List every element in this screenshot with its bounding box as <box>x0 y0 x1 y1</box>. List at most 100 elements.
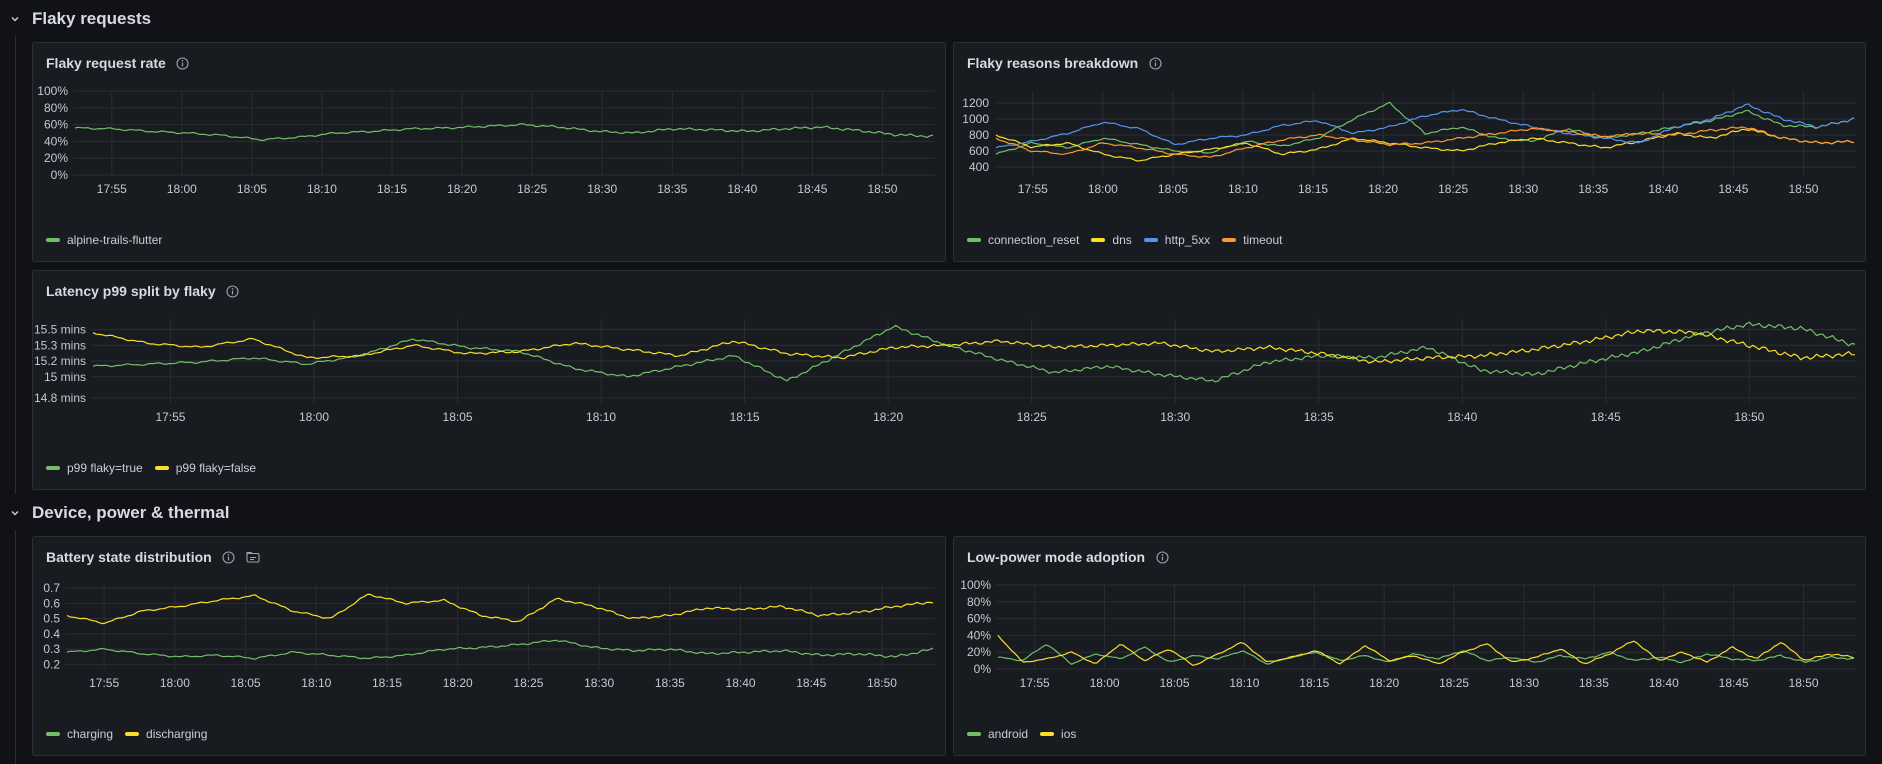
x-tick-label: 18:40 <box>1649 676 1679 690</box>
panel-flaky-reasons-breakdown[interactable]: Flaky reasons breakdown 400 600 800 1000 120… <box>953 42 1866 262</box>
panel-title: Battery state distribution <box>46 549 212 565</box>
chevron-down-icon <box>8 12 22 26</box>
x-tick-label: 18:50 <box>867 676 897 690</box>
legend-label: p99 flaky=true <box>67 461 143 475</box>
y-tick-label: 600 <box>969 144 989 158</box>
panel-header: Latency p99 split by flaky <box>46 279 240 303</box>
y-tick-label: 0% <box>974 662 992 676</box>
x-tick-label: 17:55 <box>89 676 119 690</box>
panel-low-power-mode-adoption[interactable]: Low-power mode adoption 0% 20% 40% 60% 80% 10… <box>953 536 1866 756</box>
legend-item-charging[interactable]: charging <box>46 727 113 741</box>
legend-item-discharging[interactable]: discharging <box>125 727 207 741</box>
x-tick-label: 18:00 <box>299 410 329 424</box>
x-tick-label: 18:05 <box>237 182 267 196</box>
x-tick-label: 18:50 <box>1789 676 1819 690</box>
row-header-device-power-thermal[interactable]: Device, power & thermal <box>8 501 229 525</box>
legend-swatch <box>1222 238 1237 242</box>
y-tick-label: 14.8 mins <box>34 391 86 405</box>
battery-chart[interactable]: 0.20.30.40.5 0.60.7 17:55 18:00 18:05 18:10 18… <box>33 537 947 727</box>
y-tick-label: 1000 <box>962 112 989 126</box>
legend-item-ios[interactable]: ios <box>1040 727 1076 741</box>
x-tick-label: 18:10 <box>1229 676 1259 690</box>
y-tick-label: 15.5 mins <box>34 323 86 337</box>
legend: charging discharging <box>46 725 207 743</box>
legend-label: android <box>988 727 1029 741</box>
x-tick-label: 18:20 <box>443 676 473 690</box>
x-tick-label: 18:10 <box>1228 182 1258 196</box>
y-tick-label: 60% <box>967 612 991 626</box>
flaky-reasons-chart[interactable]: 400 600 800 1000 1200 17:55 18:00 18:05 18:10 18:… <box>954 43 1867 233</box>
y-tick-label: 20% <box>967 645 991 659</box>
series-line-android <box>998 644 1855 665</box>
x-tick-label: 18:25 <box>517 182 547 196</box>
legend-item-p99-flaky-true[interactable]: p99 flaky=true <box>46 461 143 475</box>
info-icon[interactable] <box>222 550 236 564</box>
y-tick-label: 40% <box>967 628 991 642</box>
row-header-flaky-requests[interactable]: Flaky requests <box>8 7 151 31</box>
x-tick-label: 18:45 <box>1591 410 1621 424</box>
panel-title: Low-power mode adoption <box>967 549 1146 565</box>
legend-item-p99-flaky-false[interactable]: p99 flaky=false <box>154 461 256 475</box>
legend-swatch <box>46 732 60 736</box>
legend-swatch <box>967 732 981 736</box>
x-tick-label: 18:20 <box>873 410 903 424</box>
legend: p99 flaky=true p99 flaky=false <box>46 459 256 477</box>
legend-swatch <box>154 466 169 470</box>
series-line-connection-reset <box>995 101 1855 155</box>
series-line-ios <box>997 635 1855 666</box>
series-line-alpine-trails-flutter <box>74 123 934 141</box>
x-tick-label: 18:45 <box>797 182 827 196</box>
legend-item-timeout[interactable]: timeout <box>1222 233 1283 247</box>
info-icon[interactable] <box>226 284 240 298</box>
x-tick-label: 17:55 <box>1020 676 1050 690</box>
info-icon[interactable] <box>1148 56 1162 70</box>
x-tick-label: 18:40 <box>1648 182 1678 196</box>
row-title: Flaky requests <box>32 9 152 28</box>
legend-item-dns[interactable]: dns <box>1091 233 1132 247</box>
legend: connection_reset dns http_5xx timeout <box>967 231 1283 249</box>
legend: alpine-trails-flutter <box>46 231 162 249</box>
series-line-p99-flaky-false <box>92 329 1856 364</box>
x-tick-label: 18:45 <box>1719 676 1749 690</box>
x-tick-label: 18:40 <box>726 676 756 690</box>
row-guide-line <box>15 36 16 494</box>
panel-latency-p99[interactable]: Latency p99 split by flaky 14.8 mins 15 m… <box>32 270 1866 490</box>
low-power-chart[interactable]: 0% 20% 40% 60% 80% 100% 17:55 18:00 18:05 18:10 18… <box>954 537 1867 727</box>
y-tick-label: 800 <box>969 128 989 142</box>
flaky-request-rate-chart[interactable]: 0% 20% 40% 60% 80% 100% 17:55 18:00 18:05 18:10 18… <box>33 43 947 233</box>
x-tick-label: 18:00 <box>167 182 197 196</box>
x-tick-label: 17:55 <box>1018 182 1048 196</box>
legend-item-connection-reset[interactable]: connection_reset <box>967 233 1079 247</box>
legend-swatch <box>125 732 140 736</box>
info-icon[interactable] <box>1155 550 1169 564</box>
x-tick-label: 18:05 <box>443 410 473 424</box>
x-tick-label: 18:30 <box>587 182 617 196</box>
panel-flaky-request-rate[interactable]: Flaky request rate 0% 20% 40% 60% 80% 100% 17:… <box>32 42 946 262</box>
x-tick-label: 18:15 <box>372 676 402 690</box>
x-tick-label: 18:50 <box>867 182 897 196</box>
legend-item-alpine-trails-flutter[interactable]: alpine-trails-flutter <box>46 233 162 247</box>
legend-swatch <box>1143 238 1158 242</box>
x-tick-label: 18:25 <box>1017 410 1047 424</box>
x-tick-label: 18:00 <box>1090 676 1120 690</box>
y-tick-label: 15 mins <box>44 370 86 384</box>
panel-battery-state-distribution[interactable]: Battery state distribution 0.2 0.3 0.4 0.5 0… <box>32 536 946 756</box>
x-tick-label: 18:25 <box>1439 676 1469 690</box>
panel-header: Flaky reasons breakdown <box>967 51 1162 75</box>
x-tick-label: 18:15 <box>1298 182 1328 196</box>
legend-item-android[interactable]: android <box>967 727 1028 741</box>
x-tick-label: 18:35 <box>655 676 685 690</box>
row-guide-line <box>15 530 16 764</box>
y-tick-label: 40% <box>44 134 68 148</box>
y-tick-label: 1200 <box>962 96 989 110</box>
library-panel-icon[interactable] <box>246 550 260 564</box>
x-tick-label: 18:05 <box>231 676 261 690</box>
x-tick-label: 18:35 <box>1304 410 1334 424</box>
y-tick-label: 100% <box>960 578 991 592</box>
x-tick-label: 18:30 <box>1160 410 1190 424</box>
series-line-dns <box>995 128 1855 162</box>
info-icon[interactable] <box>176 56 190 70</box>
legend-item-http-5xx[interactable]: http_5xx <box>1143 233 1210 247</box>
panel-title: Latency p99 split by flaky <box>46 283 216 299</box>
